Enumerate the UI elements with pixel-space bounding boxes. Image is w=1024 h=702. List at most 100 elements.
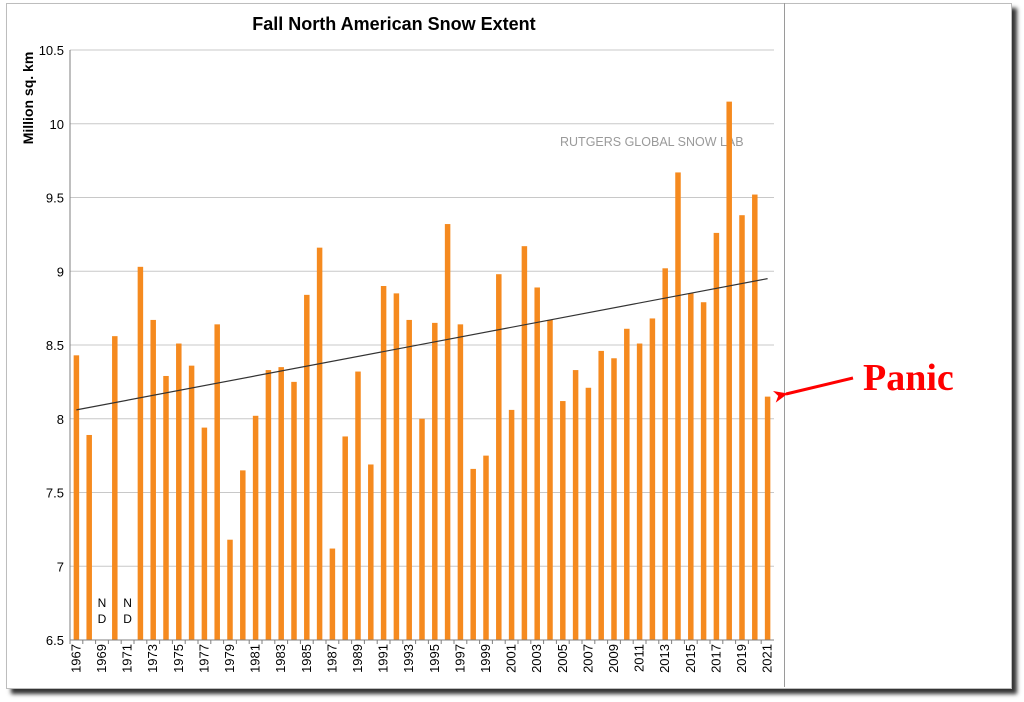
bar-1998 — [470, 468, 476, 640]
bar-2005 — [560, 401, 566, 640]
bar-1996 — [444, 224, 451, 641]
bar-2000 — [496, 274, 502, 640]
x-tick-label: 1969 — [94, 644, 109, 673]
bar-1989 — [355, 371, 361, 640]
bar-1982 — [265, 370, 272, 640]
no-data-label-1971: D — [123, 612, 132, 626]
bar-1992 — [393, 293, 400, 640]
y-tick-label: 10 — [50, 117, 64, 132]
x-tick-label: 1997 — [452, 644, 467, 673]
bar-1970 — [112, 336, 118, 640]
bar-1995 — [432, 322, 438, 640]
x-tick-label: 1979 — [222, 644, 237, 673]
bar-series — [73, 101, 771, 641]
x-tick-label: 2001 — [504, 644, 519, 673]
bar-1979 — [227, 539, 233, 640]
x-tick-label: 1971 — [120, 644, 135, 673]
x-tick-label: 1989 — [350, 644, 365, 673]
x-tick-label: 1993 — [401, 644, 416, 673]
bar-1997 — [457, 324, 464, 640]
x-tick-label: 2019 — [734, 644, 749, 673]
bar-2006 — [572, 370, 579, 640]
x-tick-label: 2017 — [708, 644, 723, 673]
no-data-label-1969: N — [98, 596, 107, 610]
y-tick-labels: 6.5 7 7.5 8 8.5 9 9.5 10 10.5 — [39, 43, 64, 648]
bar-1991 — [380, 286, 387, 640]
bar-2021 — [764, 396, 771, 640]
y-tick-label: 10.5 — [39, 43, 64, 58]
bar-2018 — [726, 101, 732, 640]
bar-1999 — [483, 455, 489, 640]
y-axis-label: Million sq. km — [20, 52, 36, 145]
bar-2004 — [547, 319, 553, 640]
bar-2014 — [675, 172, 681, 641]
y-tick-label: 9 — [57, 264, 64, 279]
bar-2010 — [624, 328, 630, 640]
y-tick-label: 9.5 — [46, 191, 64, 206]
x-tick-label: 2003 — [529, 644, 544, 673]
x-tick-label: 1985 — [299, 644, 314, 673]
bar-1977 — [201, 427, 208, 640]
bar-1983 — [278, 367, 284, 640]
x-tick-label: 1991 — [376, 644, 391, 673]
y-tick-label: 8 — [57, 412, 64, 427]
y-tick-label: 7.5 — [46, 486, 64, 501]
axes — [69, 50, 774, 644]
bar-2008 — [598, 350, 604, 640]
x-tick-label: 1987 — [324, 644, 339, 673]
x-tick-label: 2011 — [632, 644, 647, 672]
panic-arrow — [772, 376, 854, 403]
bar-1985 — [304, 294, 310, 640]
x-tick-label: 1975 — [171, 644, 186, 673]
bar-2012 — [649, 318, 656, 640]
x-tick-label: 1999 — [478, 644, 493, 673]
bar-1974 — [163, 375, 169, 640]
bar-1968 — [86, 434, 92, 640]
y-tick-label: 8.5 — [46, 338, 64, 353]
bar-1994 — [419, 418, 425, 640]
watermark-text: RUTGERS GLOBAL SNOW LAB — [560, 135, 744, 149]
no-data-label-1969: D — [98, 612, 107, 626]
bar-1993 — [406, 319, 412, 640]
bar-2015 — [688, 293, 694, 640]
x-tick-label: 2007 — [580, 644, 595, 673]
x-tick-label: 2015 — [683, 644, 698, 673]
panic-annotation: Panic — [863, 357, 954, 399]
bar-1975 — [176, 343, 182, 640]
bar-2001 — [508, 409, 515, 640]
bar-1990 — [368, 464, 374, 640]
bar-2016 — [700, 302, 707, 640]
bar-2017 — [713, 232, 720, 640]
bar-1987 — [329, 548, 336, 640]
bar-2007 — [585, 387, 592, 640]
x-tick-label: 1967 — [68, 644, 83, 673]
x-tick-label: 2005 — [555, 644, 570, 673]
x-tick-label: 1981 — [248, 644, 263, 673]
x-tick-label: 1973 — [145, 644, 160, 673]
x-tick-label: 2009 — [606, 644, 621, 673]
bar-1984 — [291, 381, 297, 640]
bar-2019 — [739, 215, 745, 640]
x-tick-label: 1995 — [427, 644, 442, 673]
bar-1972 — [137, 266, 144, 640]
bar-2013 — [662, 268, 668, 640]
bar-1986 — [316, 247, 323, 640]
bar-1981 — [252, 415, 259, 640]
bar-2009 — [611, 358, 617, 640]
bar-1976 — [188, 365, 195, 640]
bar-1980 — [240, 470, 246, 640]
x-tick-labels: 1967 1969 1971 1973 1975 1977 1979 1981 1983 1985… — [68, 644, 774, 673]
bar-2003 — [534, 287, 540, 640]
bar-1967 — [73, 355, 80, 640]
x-tick-label: 1977 — [196, 644, 211, 673]
x-tick-label: 2013 — [657, 644, 672, 673]
x-tick-label: 2021 — [760, 644, 775, 673]
bar-2011 — [636, 343, 643, 640]
bar-1978 — [214, 324, 220, 640]
trend-line — [76, 278, 768, 411]
y-tick-label: 7 — [57, 559, 64, 574]
bar-1973 — [150, 319, 156, 640]
y-tick-label: 6.5 — [46, 633, 64, 648]
